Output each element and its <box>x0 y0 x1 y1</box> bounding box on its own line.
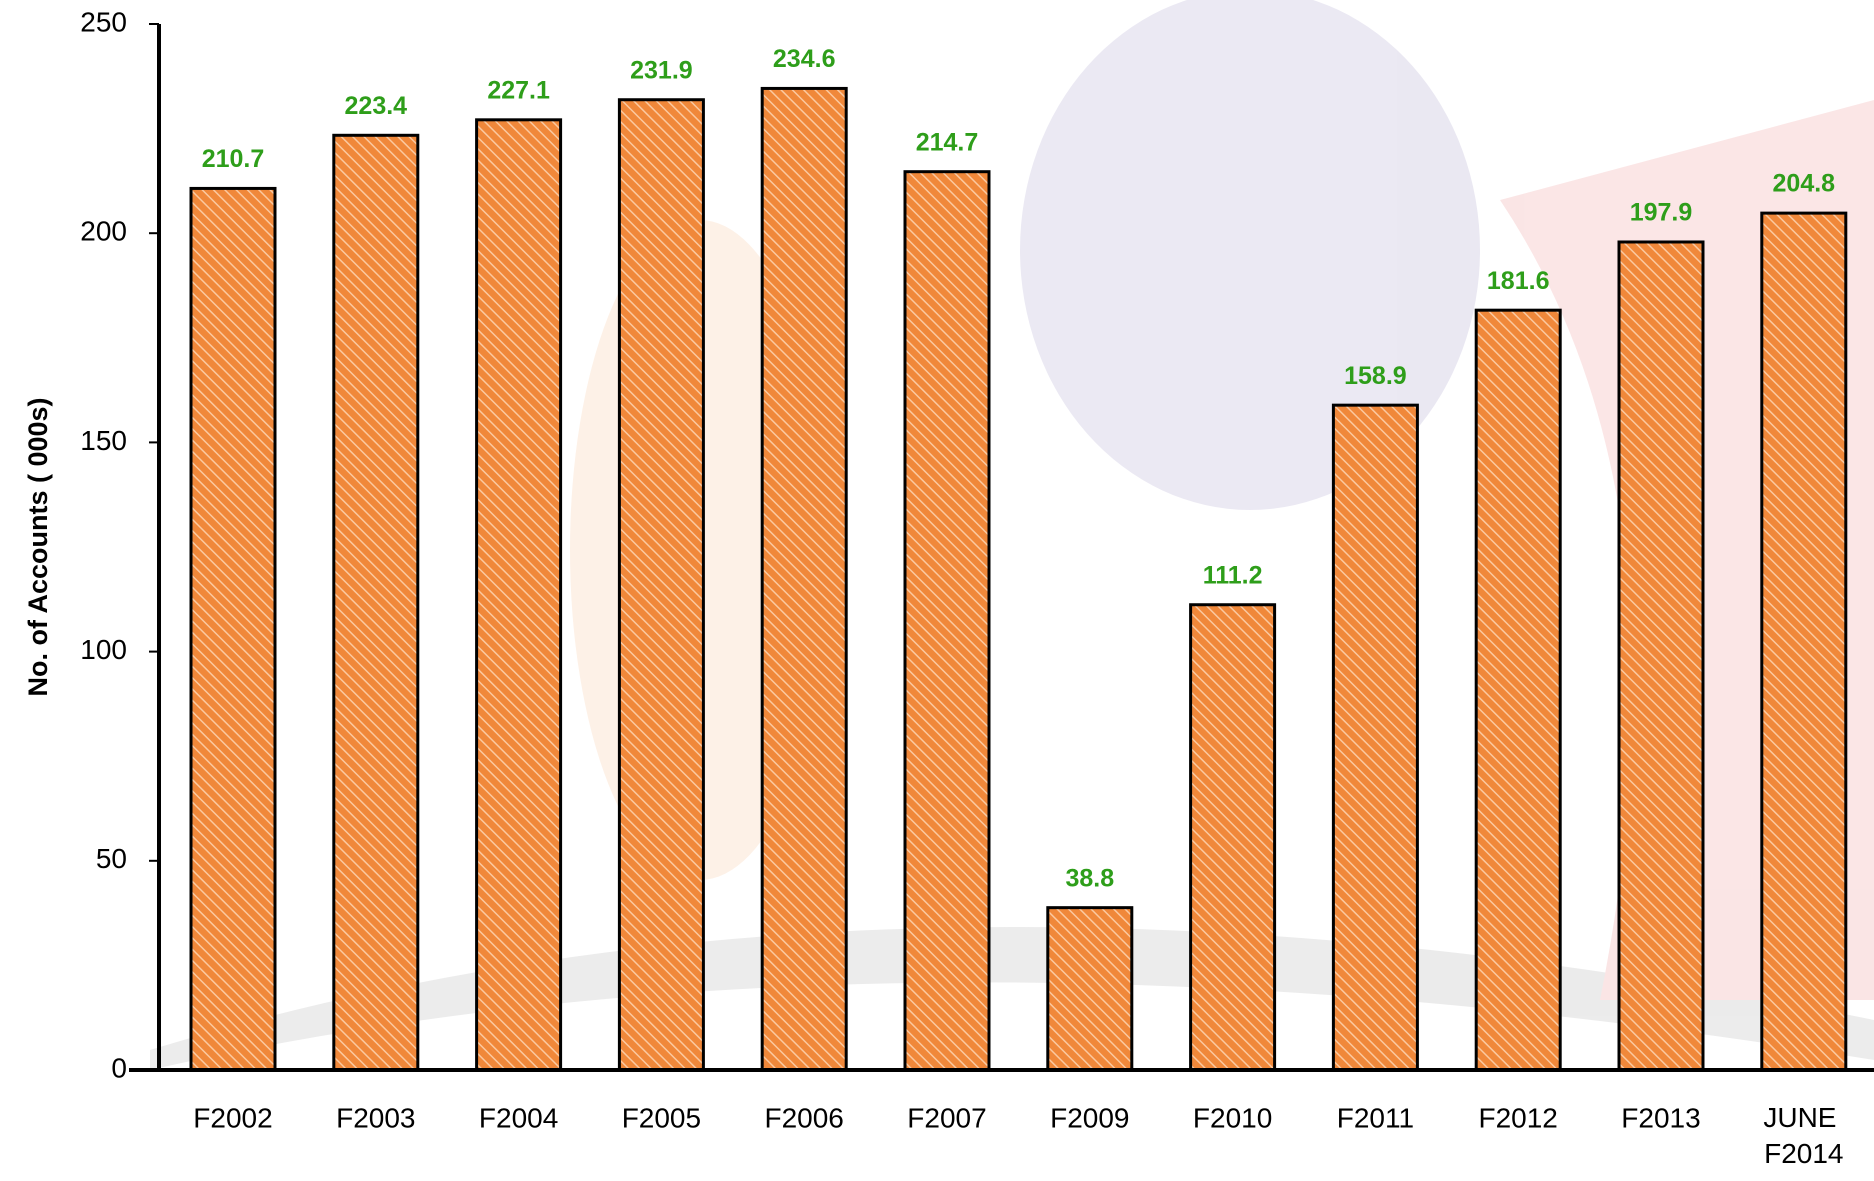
value-label: 181.6 <box>1487 267 1550 295</box>
value-label: 204.8 <box>1773 170 1836 198</box>
x-tick-label: F2002 <box>193 1102 272 1133</box>
bar <box>1474 308 1562 1072</box>
value-label: 227.1 <box>487 76 550 104</box>
value-label: 223.4 <box>345 92 408 120</box>
bar <box>1046 906 1134 1072</box>
y-tick-label: 200 <box>80 216 127 247</box>
y-tick-label: 250 <box>80 6 127 37</box>
value-label: 214.7 <box>916 128 979 156</box>
x-tick-label: F2006 <box>764 1102 843 1133</box>
x-tick-label: F2011 <box>1337 1102 1414 1133</box>
bar <box>1331 403 1419 1072</box>
y-tick-label: 50 <box>96 843 127 874</box>
x-tick-label: F2012 <box>1478 1102 1557 1133</box>
x-tick-label: F2010 <box>1193 1102 1272 1133</box>
x-tick-label: F2004 <box>479 1102 558 1133</box>
x-tick-label: F2005 <box>622 1102 701 1133</box>
bar <box>475 118 563 1072</box>
value-label: 111.2 <box>1203 561 1263 589</box>
y-tick-label: 100 <box>80 634 127 665</box>
x-tick-label: JUNE F2014 <box>1763 1102 1844 1169</box>
y-tick-label: 0 <box>111 1052 127 1083</box>
y-axis-title: No. of Accounts ( 000s) <box>23 397 53 696</box>
bar <box>903 170 991 1072</box>
bar <box>1760 211 1848 1072</box>
bar <box>1189 603 1277 1072</box>
bar <box>760 86 848 1072</box>
bar <box>189 186 277 1072</box>
y-tick-label: 150 <box>80 425 127 456</box>
x-tick-label: F2007 <box>907 1102 986 1133</box>
value-label: 210.7 <box>202 145 265 173</box>
value-label: 234.6 <box>773 45 836 73</box>
value-label: 158.9 <box>1344 362 1407 390</box>
value-label: 197.9 <box>1630 199 1693 227</box>
x-tick-label: F2009 <box>1050 1102 1129 1133</box>
bar <box>617 98 705 1072</box>
bar <box>1617 240 1705 1072</box>
x-tick-label: F2013 <box>1621 1102 1700 1133</box>
value-label: 231.9 <box>630 56 693 84</box>
bar <box>332 133 420 1072</box>
x-tick-label: F2003 <box>336 1102 415 1133</box>
value-label: 38.8 <box>1065 864 1114 892</box>
